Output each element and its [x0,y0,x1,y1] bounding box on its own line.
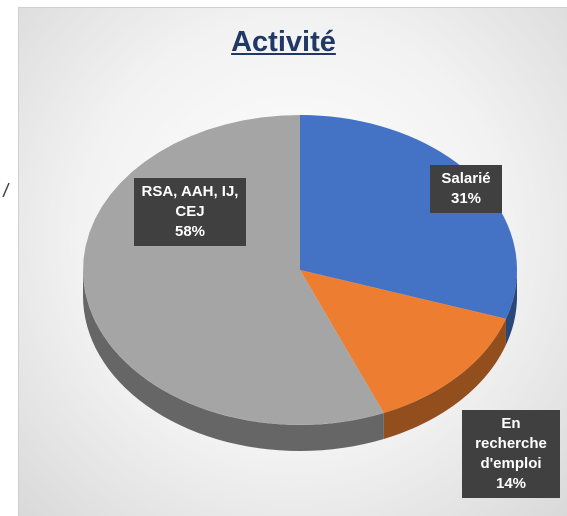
chart-title: Activité [231,26,336,58]
data-label-category: RSA, AAH, IJ, CEJ [141,183,239,220]
data-label: Salarié 31% [430,165,502,213]
stray-mark [2,182,10,198]
data-label: RSA, AAH, IJ, CEJ 58% [134,178,246,246]
pie-side [383,318,506,439]
pie-slice [300,270,506,413]
data-label-category: Salarié [441,170,491,187]
data-label-value: 31% [450,190,482,207]
data-label-category: En recherche d'emploi [475,415,547,472]
data-label-value: 14% [495,475,527,492]
pie-slice [300,115,517,319]
pie-side [505,270,517,345]
data-label-value: 58% [174,223,206,240]
data-label: En recherche d'emploi 14% [462,410,560,498]
pie-side [83,270,384,451]
